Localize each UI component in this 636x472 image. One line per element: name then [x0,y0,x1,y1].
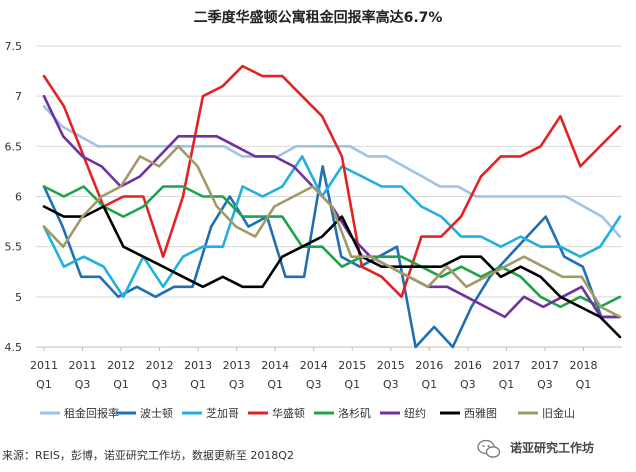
x-tick-quarter: Q3 [460,378,476,391]
x-tick-year: 2014 [261,359,289,372]
legend: 租金回报率 波士顿 芝加哥 华盛顿 洛杉矶 纽约 西雅图 旧金山 [40,406,575,420]
x-tick-quarter: Q1 [344,378,360,391]
y-tick-label: 7 [15,90,22,103]
x-tick-year: 2014 [300,359,328,372]
x-tick-year: 2016 [454,359,482,372]
y-tick-label: 7.5 [5,40,23,53]
series-line [42,104,622,238]
x-tick-year: 2013 [184,359,212,372]
x-tick-year: 2011 [30,359,58,372]
x-axis: 2011 Q1 2011 Q3 2012 Q1 2012 Q3 2013 Q1 2013 Q3 2014… [30,346,622,391]
x-tick-year: 2012 [146,359,174,372]
x-tick-year: 2017 [492,359,520,372]
y-tick-label: 6 [15,191,22,204]
y-tick-label: 4.5 [5,341,23,354]
x-tick-quarter: Q3 [306,378,322,391]
legend-label: 芝加哥 [206,407,239,420]
series-line [42,155,622,299]
x-tick-quarter: Q3 [152,378,168,391]
y-axis: 4.5 5 5.5 6 6.5 7 7.5 [5,40,23,354]
wechat-icon [477,439,501,458]
x-tick-quarter: Q3 [75,378,91,391]
x-tick-year: 2015 [377,359,405,372]
x-tick-quarter: Q1 [499,378,515,391]
series-line [42,165,622,349]
series-line [42,185,622,309]
series-group [42,64,622,349]
x-tick-quarter: Q1 [113,378,129,391]
legend-label: 租金回报率 [64,406,119,420]
legend-label: 华盛顿 [272,406,305,420]
x-tick-year: 2015 [338,359,366,372]
series-line [42,64,622,299]
x-tick-quarter: Q1 [190,378,206,391]
x-tick-quarter: Q1 [421,378,437,391]
x-tick-quarter: Q3 [537,378,553,391]
legend-label: 旧金山 [542,406,575,420]
legend-label: 西雅图 [464,406,497,420]
x-tick-year: 2011 [69,359,97,372]
x-tick-year: 2016 [415,359,443,372]
legend-label: 纽约 [404,406,426,420]
watermark-text: 诺亚研究工作坊 [510,440,594,455]
x-tick-quarter: Q1 [576,378,592,391]
legend-label: 洛杉矶 [338,406,371,420]
x-tick-year: 2018 [569,359,597,372]
series-line [42,205,622,339]
y-tick-label: 5.5 [5,241,23,254]
x-tick-quarter: Q1 [36,378,52,391]
legend-label: 波士顿 [140,406,173,420]
chart-title: 二季度华盛顿公寓租金回报率高达6.7% [194,9,443,26]
y-tick-label: 5 [15,291,22,304]
x-tick-year: 2012 [107,359,135,372]
x-tick-year: 2013 [223,359,251,372]
series-line [42,145,622,319]
x-tick-year: 2017 [531,359,559,372]
x-tick-quarter: Q3 [383,378,399,391]
source-note: 来源：REIS，彭博，诺亚研究工作坊，数据更新至 2018Q2 [2,448,294,462]
y-tick-label: 6.5 [5,140,23,153]
x-tick-quarter: Q1 [267,378,283,391]
x-tick-quarter: Q3 [229,378,245,391]
watermark: 诺亚研究工作坊 [477,439,594,458]
